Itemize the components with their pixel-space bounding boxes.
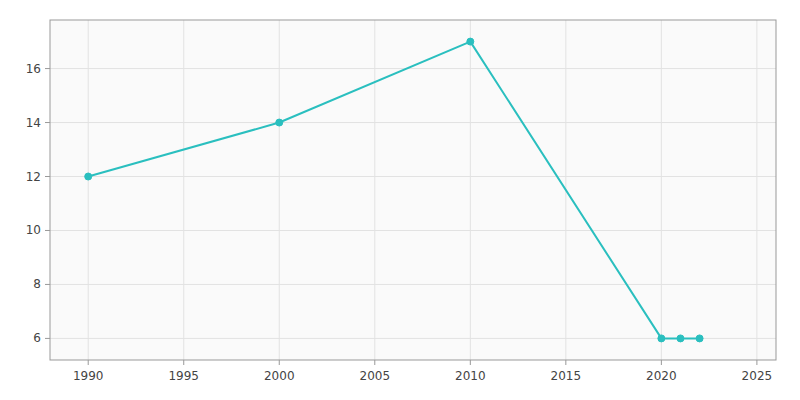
y-tick [45, 230, 50, 231]
y-grid-line [50, 230, 776, 231]
y-tick [45, 338, 50, 339]
x-grid-line [470, 20, 471, 360]
y-tick-label: 6 [33, 331, 41, 345]
y-grid-line [50, 68, 776, 69]
series [85, 38, 703, 342]
x-tick [374, 360, 375, 365]
point [696, 335, 703, 342]
x-tick-label: 2005 [360, 369, 391, 383]
chart-svg: 1990 1995 2000 2005 2010 2015 2020 2025 6 8 10 12 14… [0, 0, 800, 400]
x-tick-label: 2025 [742, 369, 773, 383]
x-grid-line [661, 20, 662, 360]
y-tick-label: 12 [26, 170, 41, 184]
y-tick [45, 176, 50, 177]
y-tick [45, 122, 50, 123]
line [88, 42, 699, 339]
x-grid-line [88, 20, 89, 360]
point [658, 335, 665, 342]
grid [50, 20, 776, 360]
y-tick-label: 14 [26, 116, 41, 130]
x-tick [756, 360, 757, 365]
y-grid-line [50, 122, 776, 123]
x-tick-label: 1990 [73, 369, 104, 383]
point [85, 173, 92, 180]
plot-frame [50, 20, 776, 360]
point [467, 38, 474, 45]
x-tick-label: 2015 [551, 369, 582, 383]
y-grid-line [50, 284, 776, 285]
x-tick [565, 360, 566, 365]
y-tick [45, 284, 50, 285]
x-grid-line [183, 20, 184, 360]
x-tick-label: 2000 [264, 369, 295, 383]
y-grid-line [50, 176, 776, 177]
x-grid-line [756, 20, 757, 360]
page: {"chart_data": {"type": "line", "x": [19… [0, 0, 800, 400]
y-tick-label: 10 [26, 223, 41, 237]
point [276, 119, 283, 126]
x-grid-line [279, 20, 280, 360]
x-tick [470, 360, 471, 365]
x-tick-label: 2020 [646, 369, 677, 383]
axes: 1990 1995 2000 2005 2010 2015 2020 2025 6 8 10 12 14… [26, 62, 772, 383]
x-tick [661, 360, 662, 365]
x-tick-label: 1995 [168, 369, 199, 383]
plot-area [50, 20, 776, 360]
x-tick [183, 360, 184, 365]
x-tick-label: 2010 [455, 369, 486, 383]
y-tick-label: 16 [26, 62, 41, 76]
x-tick [88, 360, 89, 365]
y-tick-label: 8 [33, 277, 41, 291]
chart-container: 1990 1995 2000 2005 2010 2015 2020 2025 6 8 10 12 14… [0, 0, 800, 400]
x-grid-line [374, 20, 375, 360]
point [677, 335, 684, 342]
y-tick [45, 68, 50, 69]
x-tick [279, 360, 280, 365]
